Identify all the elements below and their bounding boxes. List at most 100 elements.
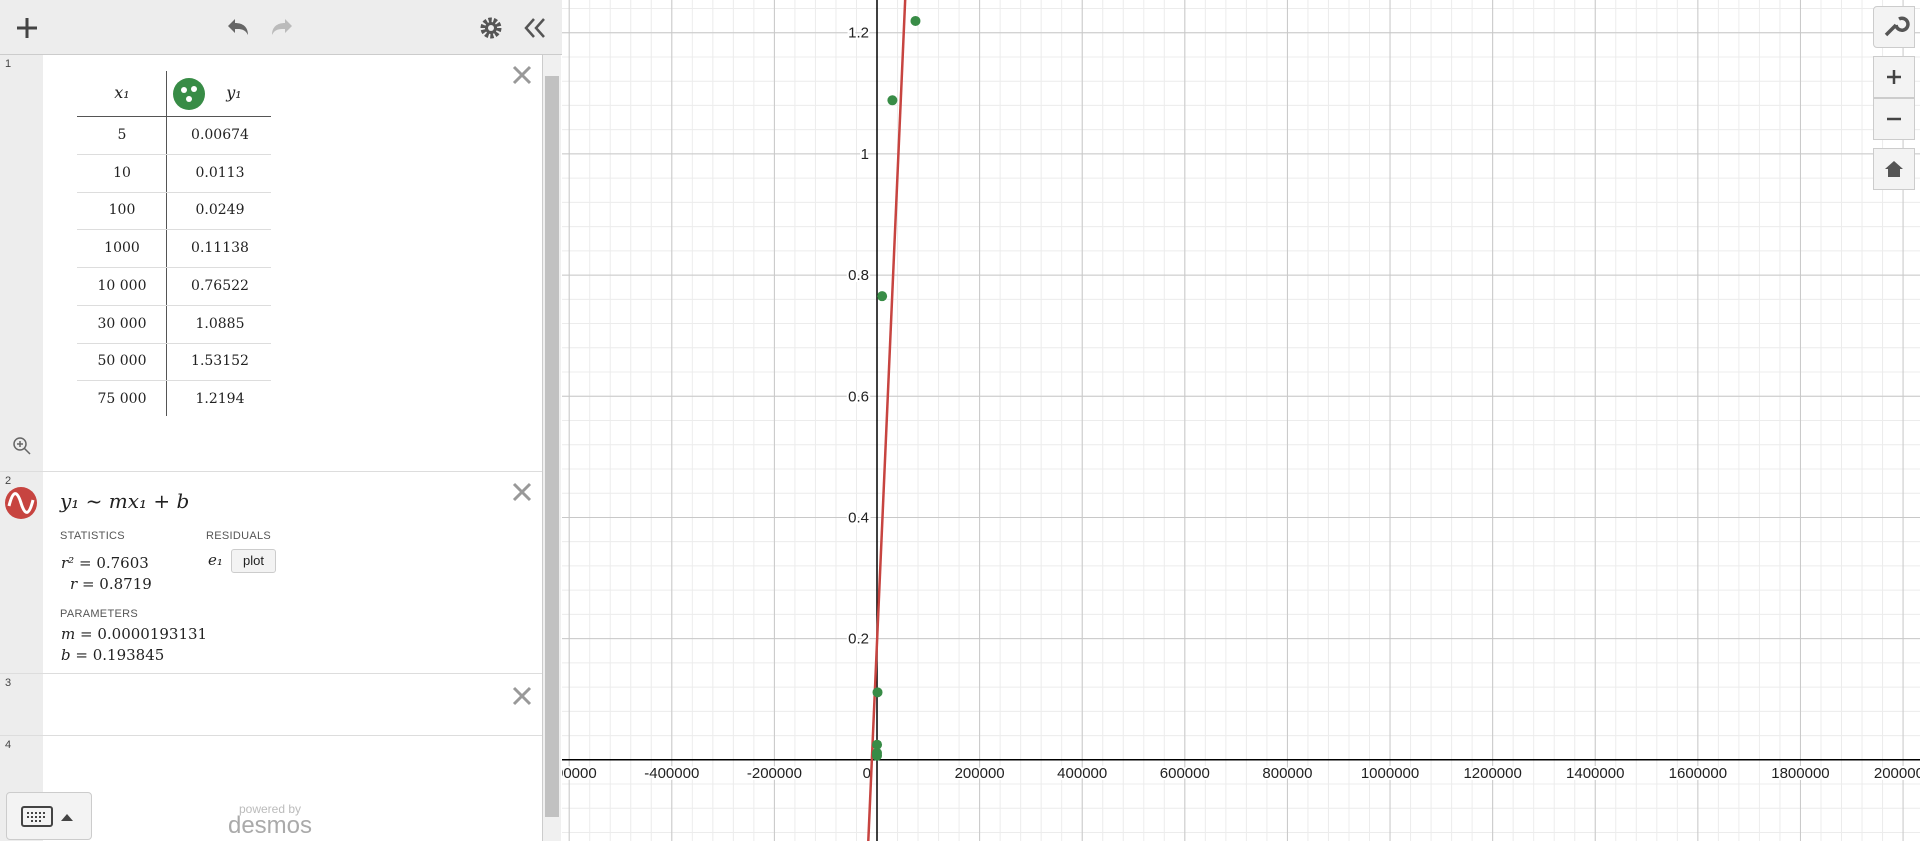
y-tick-label: 0.2 [848,631,869,648]
table-cell[interactable]: 100 [108,202,136,219]
add-button[interactable] [14,15,40,41]
param-name: b = [61,646,88,664]
stat-value: 0.7603 [96,554,149,572]
y-tick-label: 1 [861,146,869,163]
y-tick-label: 0.4 [848,509,869,526]
section-title: RESIDUALS [206,530,272,542]
desmos-logo: desmos [227,812,313,839]
column-header: y₁ [226,83,242,102]
expression-empty[interactable]: 3 [0,674,542,736]
toolbar [0,0,562,55]
table-cell[interactable]: 10 000 [97,277,147,294]
x-tick-label: -200000 [747,765,802,782]
plus-icon [1887,70,1901,84]
column-divider [166,71,167,416]
default-viewport-button[interactable] [1873,148,1915,190]
y-tick-label: 0.8 [848,267,869,284]
regression-expression: y₁ ~ mx₁ + b [60,489,190,513]
zoom-fit-button[interactable] [12,436,32,456]
zoom-in-button[interactable] [1873,56,1915,98]
x-tick-label: 1200000 [1463,765,1521,782]
row-divider [77,304,271,306]
plot-residuals-button[interactable]: plot [231,549,276,573]
expression-new[interactable]: 4 [0,736,542,841]
redo-button[interactable] [268,14,296,40]
expression-regression[interactable]: 2 y₁ ~ mx₁ + b STATISTICS RESIDUALS r² =… [0,472,542,674]
data-table: x₁ y₁ 5 0.00674 10 0.0113 100 0.0249 1000 0.111… [77,71,271,421]
regression-icon [5,487,37,519]
gutter [0,55,43,841]
param-value: 0.0000193131 [97,625,208,643]
y-tick-label: 0.6 [848,388,869,405]
scrollbar-thumb[interactable] [545,76,559,817]
table-cell[interactable]: 5 [117,127,127,143]
row-divider [77,267,271,269]
stat-name: r = [70,575,95,593]
row-divider [77,380,271,382]
x-tick-label: 800000 [1262,765,1312,782]
x-tick-label: 1400000 [1566,765,1624,782]
zoom-out-button[interactable] [1873,98,1915,140]
table-cell[interactable]: 10 [113,164,131,181]
stat-name: r² = [61,554,92,572]
x-tick-label: 1600000 [1669,765,1727,782]
scrollbar[interactable] [543,55,561,841]
x-tick-label: 1000000 [1361,765,1419,782]
expression-table[interactable]: 1 x₁ y₁ 5 0.00674 10 0.0113 100 0.0249 1000 0.1… [0,55,542,472]
line-number: 2 [5,475,12,487]
point-style-icon[interactable] [172,77,206,111]
minus-icon [1887,117,1901,121]
delete-button[interactable] [510,480,534,504]
keyboard-button[interactable] [6,792,92,840]
line-number: 1 [5,58,12,70]
undo-button[interactable] [224,14,252,40]
x-tick-label: 200000 [955,765,1005,782]
section-title: PARAMETERS [60,608,138,620]
table-cell[interactable]: 1.0885 [195,315,245,332]
delete-button[interactable] [510,63,534,87]
table-cell[interactable]: 0.76522 [191,277,249,294]
plot-area [867,0,921,841]
settings-button[interactable] [478,15,504,41]
data-point [872,739,883,750]
y-tick-label: 1.2 [848,25,869,42]
delete-button[interactable] [510,684,534,708]
table-cell[interactable]: 0.0249 [195,202,245,219]
graph-settings-button[interactable] [1873,6,1915,48]
data-point [910,15,921,26]
keyboard-icon [21,806,73,827]
table-cell[interactable]: 1.53152 [191,353,249,370]
stat-value: 0.8719 [99,575,152,593]
table-cell[interactable]: 1000 [104,240,140,257]
param-value: 0.193845 [92,646,165,664]
table-cell[interactable]: 50 000 [97,353,147,370]
data-point [887,95,898,106]
data-point [872,687,883,698]
data-point [877,291,888,302]
collapse-button[interactable] [522,15,548,41]
table-cell[interactable]: 1.2194 [195,390,245,407]
column-header: x₁ [114,83,130,102]
line-number: 4 [5,739,12,751]
table-cell[interactable]: 30 000 [97,315,147,332]
expression-panel: 1 x₁ y₁ 5 0.00674 10 0.0113 100 0.0249 1000 0.1… [0,0,562,841]
table-cell[interactable]: 0.00674 [191,127,249,143]
x-tick-label: 1800000 [1771,765,1829,782]
row-divider [77,342,271,344]
data-point [872,747,883,758]
graph-paper[interactable]: -600000-400000-2000000200000400000600000… [562,0,1920,841]
row-divider [77,154,271,155]
table-cell[interactable]: 0.0113 [195,164,245,181]
powered-by: powered by [238,802,302,816]
x-tick-label: -400000 [644,765,699,782]
param-name: m = [61,625,93,643]
x-tick-label: 600000 [1160,765,1210,782]
row-divider [77,191,271,193]
section-title: STATISTICS [60,530,125,542]
table-cell[interactable]: 75 000 [97,390,147,407]
table-cell[interactable]: 0.11138 [191,240,249,257]
x-tick-label: -600000 [562,765,597,782]
row-divider [77,229,271,231]
